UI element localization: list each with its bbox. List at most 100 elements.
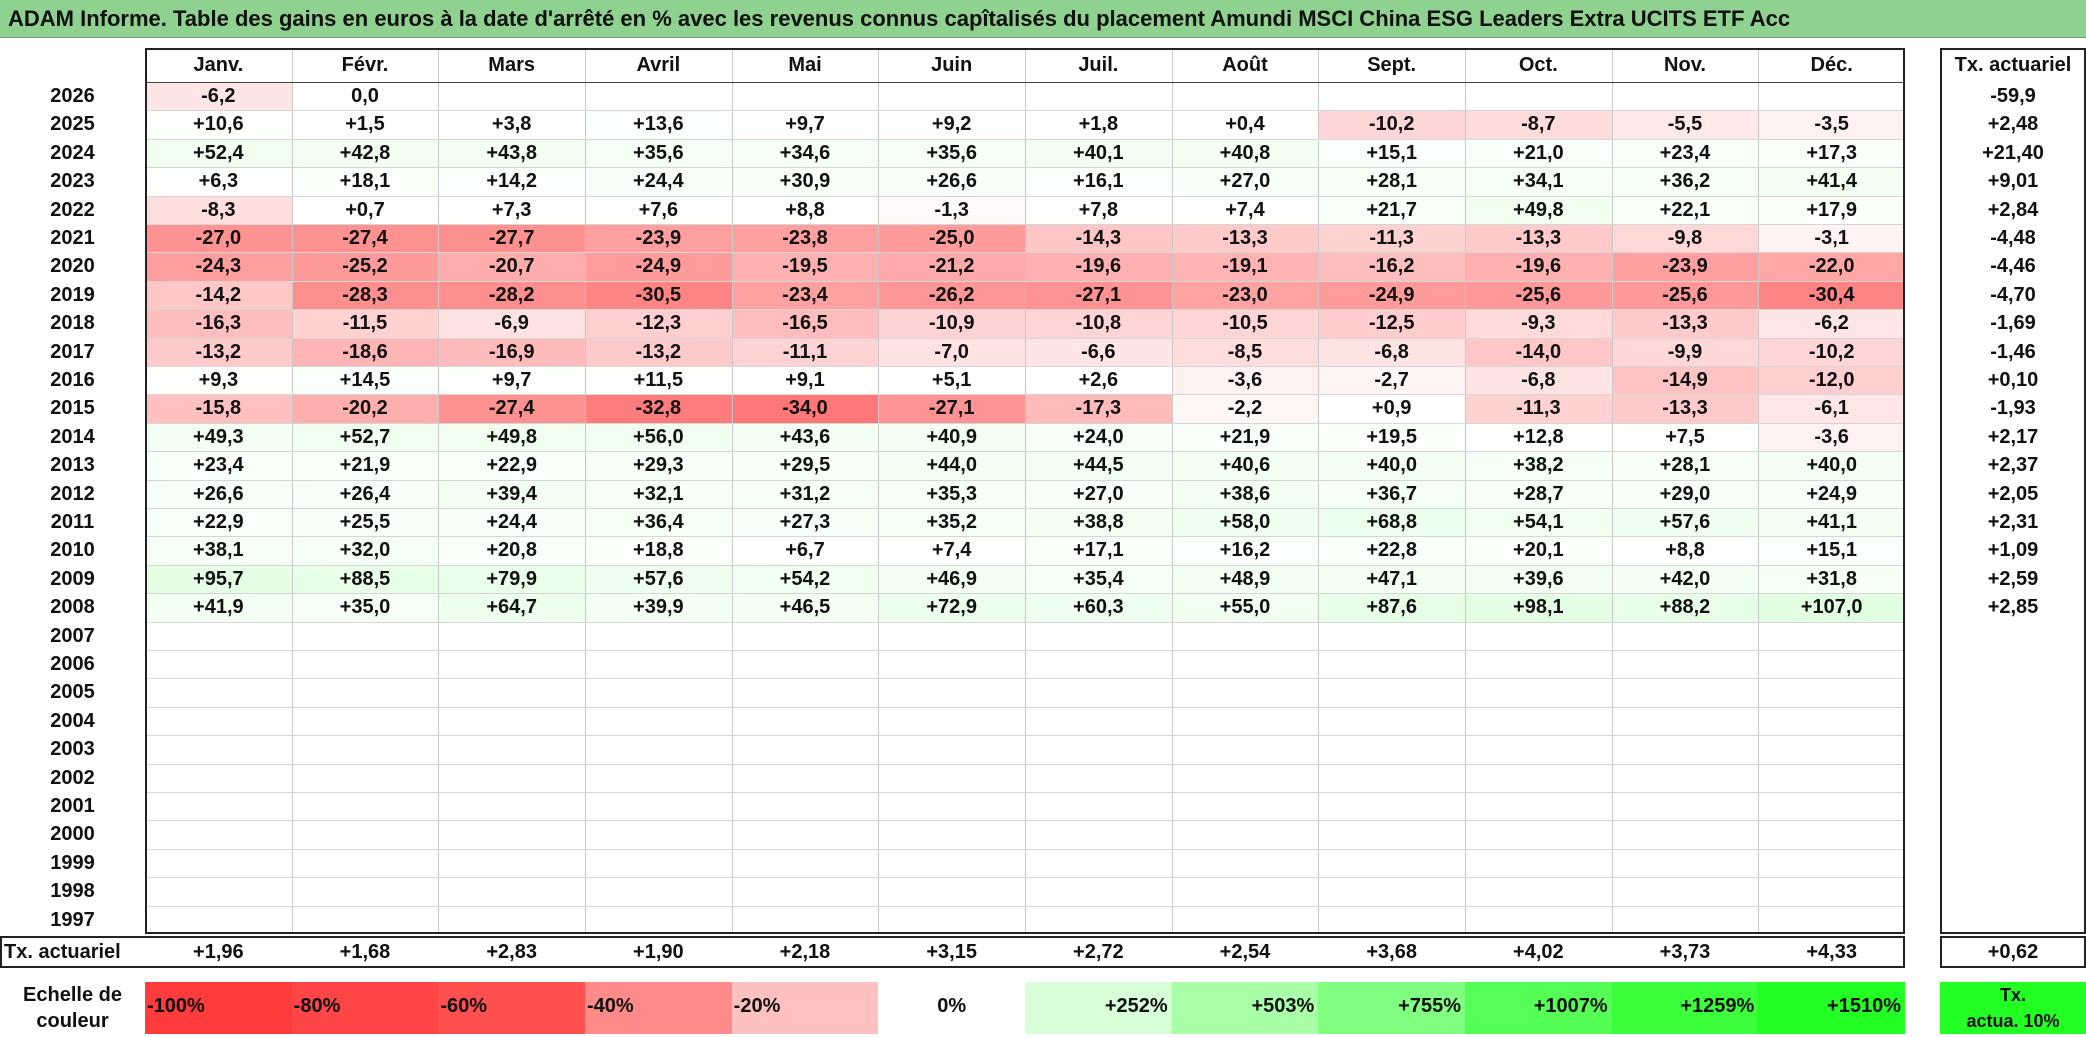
- table-cell: [438, 905, 585, 934]
- grid-column-line: [1318, 48, 1320, 934]
- table-cell: -26,2: [878, 280, 1025, 310]
- table-cell: [1611, 877, 1759, 906]
- grid-row-line: [145, 706, 1905, 708]
- table-cell: [1611, 678, 1759, 707]
- grid-row-line: [145, 110, 1905, 112]
- table-cell: [1611, 735, 1759, 764]
- footer-cell: +1,90: [633, 941, 684, 963]
- table-cell: [731, 820, 879, 849]
- table-cell: +41,4: [1758, 167, 1905, 196]
- year-label: 2022: [50, 198, 95, 221]
- table-cell: +25,5: [291, 508, 439, 537]
- table-cell: [1318, 82, 1465, 111]
- table-cell: [1171, 82, 1319, 111]
- table-cell: +0,7: [291, 195, 439, 224]
- table-cell: +14,2: [438, 167, 585, 196]
- table-cell: [438, 848, 585, 878]
- table-cell: [1465, 848, 1612, 878]
- table-cell: +72,9: [878, 593, 1025, 622]
- table-cell: -11,3: [1465, 394, 1612, 423]
- table-cell: [1318, 905, 1465, 934]
- table-cell: -19,5: [731, 252, 879, 281]
- table-cell: [585, 877, 732, 906]
- table-cell: [1318, 706, 1465, 736]
- table-cell: [878, 877, 1025, 906]
- table-cell: [1171, 621, 1319, 650]
- table-cell: [585, 735, 732, 764]
- table-cell: 0,0: [291, 82, 439, 111]
- table-cell: [585, 678, 732, 707]
- footer-cell: +2,54: [1219, 941, 1271, 963]
- grid-column-line: [438, 48, 440, 934]
- table-cell: +40,9: [878, 422, 1025, 452]
- table-cell: +36,4: [585, 508, 732, 537]
- table-cell: -13,2: [145, 337, 292, 366]
- annual-rate-cell: +2,05: [1987, 482, 2039, 505]
- footer-cell: +2,72: [1073, 941, 1124, 963]
- table-cell: -30,4: [1758, 280, 1905, 310]
- table-cell: -13,3: [1611, 394, 1759, 423]
- grid-row-line: [145, 877, 1905, 879]
- table-cell: [878, 763, 1025, 792]
- table-cell: [731, 905, 879, 934]
- grid-row-line: [145, 848, 1905, 850]
- table-cell: [291, 820, 439, 849]
- table-cell: +32,0: [291, 536, 439, 565]
- year-label: 2020: [50, 255, 95, 278]
- table-cell: +56,0: [585, 422, 732, 452]
- table-cell: -6,8: [1318, 337, 1465, 366]
- table-cell: -12,3: [585, 309, 732, 338]
- table-cell: -30,5: [585, 280, 732, 310]
- table-cell: [1025, 792, 1172, 821]
- scale-label: couleur: [36, 1010, 109, 1032]
- color-scale-step: -20%: [731, 982, 879, 1034]
- month-header: Janv.: [193, 54, 244, 76]
- table-cell: [1025, 820, 1172, 849]
- table-cell: -3,5: [1758, 110, 1905, 139]
- table-cell: [1758, 877, 1905, 906]
- table-cell: [291, 763, 439, 792]
- table-cell: +17,1: [1025, 536, 1172, 565]
- table-cell: [1465, 621, 1612, 650]
- table-cell: +14,5: [291, 366, 439, 395]
- year-label: 2002: [50, 766, 95, 789]
- table-cell: +1,8: [1025, 110, 1172, 139]
- table-cell: [878, 735, 1025, 764]
- table-cell: [585, 763, 732, 792]
- table-cell: +17,9: [1758, 195, 1905, 224]
- annual-rate-cell: -59,9: [1990, 85, 2036, 107]
- table-cell: [878, 650, 1025, 679]
- table-cell: +28,7: [1465, 479, 1612, 508]
- table-cell: [878, 706, 1025, 736]
- table-cell: +11,5: [585, 366, 732, 395]
- year-label: 2000: [50, 823, 95, 846]
- annual-rate-cell: +2,37: [1987, 454, 2039, 477]
- table-cell: -27,1: [878, 394, 1025, 423]
- table-cell: [1171, 763, 1319, 792]
- table-cell: [145, 735, 292, 764]
- table-cell: +58,0: [1171, 508, 1319, 537]
- year-label: 2013: [50, 454, 95, 477]
- table-cell: -25,0: [878, 224, 1025, 253]
- color-scale-step: 0%: [878, 982, 1025, 1034]
- table-cell: [438, 763, 585, 792]
- table-cell: [291, 621, 439, 650]
- footer-label: Tx. actuariel: [4, 941, 121, 963]
- table-cell: +13,6: [585, 110, 732, 139]
- table-cell: +12,8: [1465, 422, 1612, 452]
- grid-row-line: [145, 763, 1905, 765]
- table-cell: [1758, 650, 1905, 679]
- annual-rate-cell: -4,48: [1990, 227, 2036, 249]
- table-cell: +87,6: [1318, 593, 1465, 622]
- table-cell: [291, 877, 439, 906]
- footer-total-border: [1940, 936, 2086, 968]
- table-cell: -27,0: [145, 224, 292, 253]
- color-scale-step: -60%: [438, 982, 585, 1034]
- table-cell: -6,6: [1025, 337, 1172, 366]
- table-cell: [1025, 678, 1172, 707]
- table-cell: [1318, 650, 1465, 679]
- table-cell: +57,6: [585, 564, 732, 594]
- table-cell: -34,0: [731, 394, 879, 423]
- table-cell: +48,9: [1171, 564, 1319, 594]
- table-cell: [1171, 905, 1319, 934]
